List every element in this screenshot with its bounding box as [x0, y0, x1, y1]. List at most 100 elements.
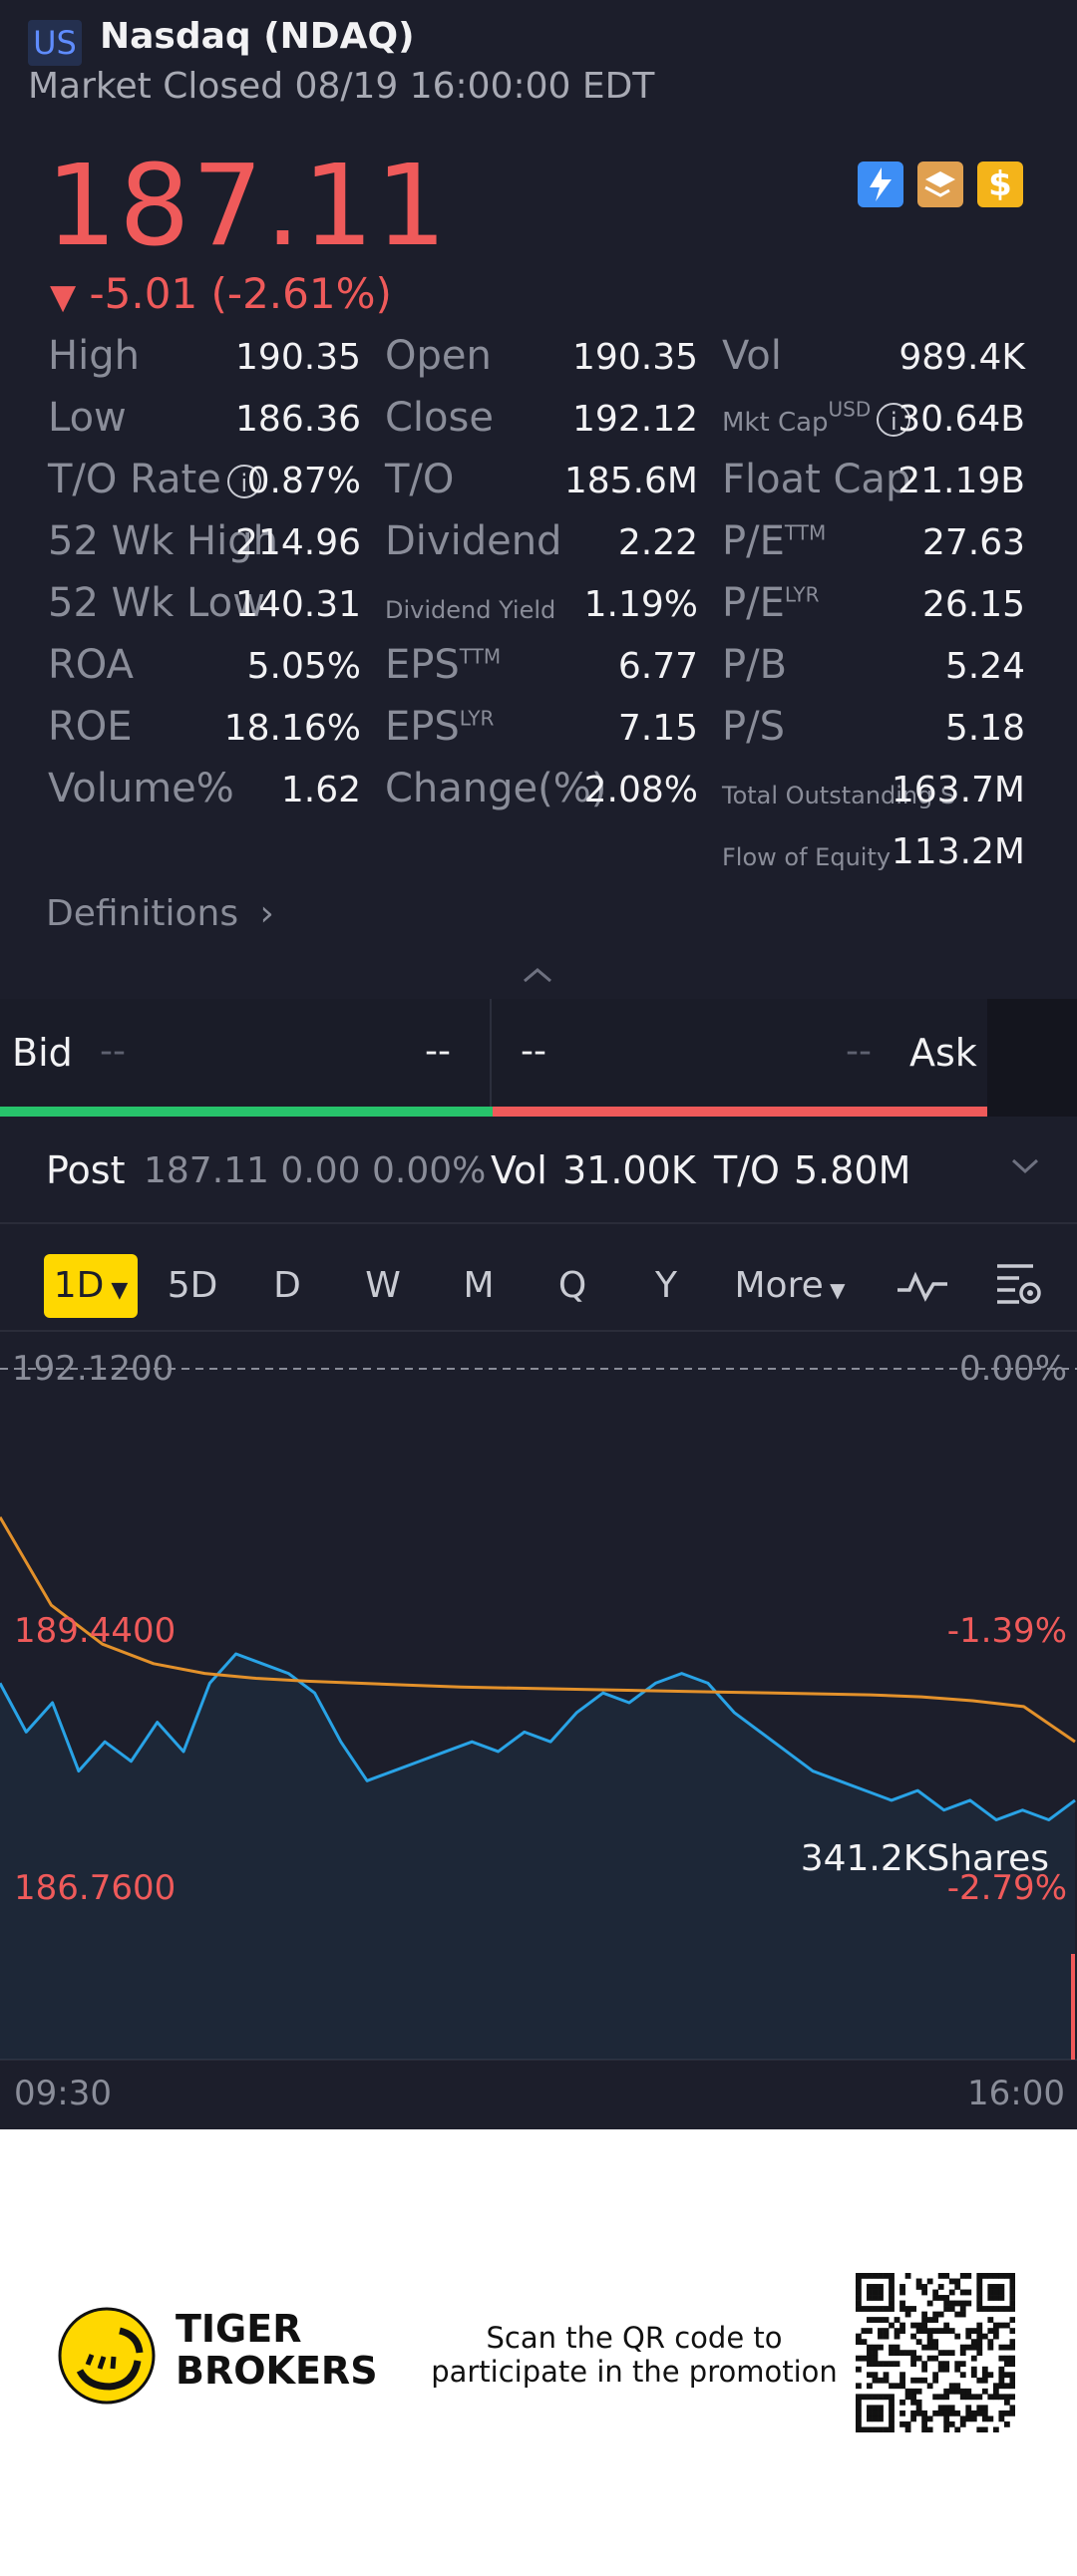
market-tag: US	[28, 20, 82, 66]
low-pct-label: -2.79%	[946, 1868, 1067, 1908]
intraday-chart[interactable]	[0, 1336, 1077, 2074]
stat-value-col2-6: 7.15	[617, 708, 698, 749]
stat-label-col2-0: Open	[385, 333, 492, 379]
stat-label-text: P/B	[722, 642, 788, 688]
chevron-down-icon[interactable]	[1009, 1156, 1041, 1180]
tab-more-label: More	[734, 1265, 824, 1306]
post-to-value: 5.80M	[794, 1148, 911, 1192]
stat-label-text: Volume%	[48, 766, 234, 811]
qr-code	[856, 2273, 1015, 2432]
bid-label: Bid	[12, 1031, 73, 1075]
price-change-value: -5.01 (-2.61%)	[89, 269, 392, 318]
tab-w[interactable]: W	[365, 1265, 401, 1306]
volume-label: 341.2KShares	[800, 1838, 1049, 1879]
stat-value-col1-6: 18.16%	[223, 708, 361, 749]
chevron-right-icon: ›	[259, 893, 274, 934]
bid-size: --	[425, 1031, 451, 1072]
layers-badge-icon[interactable]	[917, 161, 963, 207]
info-icon[interactable]: i	[877, 403, 911, 437]
stat-label-col3-6: P/S	[722, 704, 785, 750]
ask-price: --	[521, 1031, 546, 1072]
stat-label-text: ROA	[48, 642, 134, 688]
stat-value-col3-1: 30.64B	[898, 399, 1025, 440]
stat-value-col2-2: 185.6M	[563, 461, 698, 501]
stat-label-superscript: USD	[828, 397, 872, 422]
tab-m[interactable]: M	[463, 1265, 495, 1306]
stat-label-col1-3: 52 Wk High	[48, 518, 278, 564]
collapse-chevron-icon[interactable]	[521, 965, 554, 989]
average-price-line	[0, 1516, 1076, 1744]
stat-label-text: P/E	[722, 518, 785, 564]
tab-more[interactable]: More ▼	[730, 1254, 850, 1318]
post-vol-label: Vol	[491, 1148, 547, 1192]
stat-label-text: T/O	[385, 457, 455, 502]
stat-label-col1-4: 52 Wk Low	[48, 580, 265, 626]
stat-label-text: Change(%)	[385, 766, 607, 811]
stat-value-col2-1: 192.12	[572, 399, 698, 440]
price-line	[0, 1652, 1076, 1822]
dollar-badge-icon[interactable]: $	[977, 161, 1023, 207]
definitions-link[interactable]: Definitions ›	[46, 893, 274, 934]
post-label: Post	[46, 1148, 126, 1192]
stock-title: Nasdaq (NDAQ)	[100, 16, 415, 57]
stat-label-col1-5: ROA	[48, 642, 134, 688]
stat-label-col3-0: Vol	[722, 333, 782, 379]
caret-down-icon: ▼	[823, 1278, 846, 1302]
prev-close-pct: 0.00%	[958, 1349, 1067, 1389]
stat-label-text: Total Outstanding S	[722, 782, 956, 809]
tab-d[interactable]: D	[273, 1265, 301, 1306]
stat-value-col1-7: 1.62	[280, 770, 361, 810]
post-to-label: T/O	[714, 1148, 780, 1192]
info-icon[interactable]: i	[226, 465, 261, 498]
stat-value-col1-5: 5.05%	[246, 646, 361, 687]
ask-size: --	[846, 1031, 872, 1072]
post-market-row[interactable]: Post 187.11 0.00 0.00% Vol 31.00K T/O 5.…	[0, 1119, 1077, 1224]
stat-label-text: 52 Wk Low	[48, 580, 265, 626]
promo-line2: participate in the promotion	[431, 2355, 838, 2389]
stat-label-col3-8: Flow of Equity	[722, 843, 891, 871]
stat-label-text: T/O Rate	[48, 457, 221, 502]
stat-label-col2-7: Change(%)	[385, 766, 606, 811]
brand-line1: TIGER	[176, 2307, 302, 2351]
stat-label-col3-1: Mkt CapUSD i	[722, 395, 911, 441]
volume-bar	[1071, 1954, 1075, 2060]
tab-5d[interactable]: 5D	[167, 1265, 218, 1306]
stat-value-col1-4: 140.31	[235, 584, 361, 625]
orderbook: Bid -- -- -- -- Ask	[0, 999, 1077, 1117]
orderbook-side-panel	[987, 999, 1077, 1117]
down-arrow-icon: ▼	[50, 277, 77, 317]
mid-price-label: 189.4400	[14, 1611, 177, 1651]
tab-y[interactable]: Y	[655, 1265, 677, 1306]
stat-value-col1-0: 190.35	[235, 337, 361, 378]
indicator-icon[interactable]	[896, 1264, 949, 1312]
stat-label-col3-5: P/B	[722, 642, 787, 688]
stat-label-text: EPS	[385, 704, 460, 750]
post-price-change: 187.11 0.00 0.00%	[144, 1150, 487, 1191]
stat-label-col3-7: Total Outstanding S	[722, 782, 955, 809]
chart-settings-icon[interactable]	[993, 1258, 1043, 1312]
stat-label-text: 52 Wk High	[48, 518, 278, 564]
stat-value-col2-7: 2.08%	[583, 770, 698, 810]
tab-q[interactable]: Q	[557, 1265, 587, 1306]
current-price: 187.11	[46, 142, 449, 271]
price-area-fill	[0, 1654, 1075, 2060]
ask-label: Ask	[909, 1031, 977, 1075]
promo-footer: TIGER BROKERS Scan the QR code to partic…	[0, 2129, 1077, 2576]
orderbook-divider	[490, 999, 492, 1107]
stat-label-col3-4: P/ELYR	[722, 580, 819, 626]
stat-label-col3-2: Float Cap	[722, 457, 910, 502]
stat-value-col3-5: 5.24	[944, 646, 1025, 687]
stat-label-col2-5: EPSTTM	[385, 642, 501, 688]
stat-value-col2-4: 1.19%	[583, 584, 698, 625]
stat-label-superscript: LYR	[459, 706, 495, 731]
stat-label-text: Dividend Yield	[385, 596, 556, 624]
time-end-label: 16:00	[967, 2074, 1065, 2113]
stat-value-col1-2: 0.87%	[246, 461, 361, 501]
lightning-level1-icon[interactable]	[858, 161, 903, 207]
mid-pct-label: -1.39%	[946, 1611, 1067, 1651]
tab-1d[interactable]: 1D ▼	[44, 1254, 138, 1318]
stat-label-col1-7: Volume%	[48, 766, 234, 811]
stat-value-col3-0: 989.4K	[898, 337, 1025, 378]
tab-1d-label: 1D	[53, 1265, 105, 1306]
stat-value-col1-1: 186.36	[235, 399, 361, 440]
